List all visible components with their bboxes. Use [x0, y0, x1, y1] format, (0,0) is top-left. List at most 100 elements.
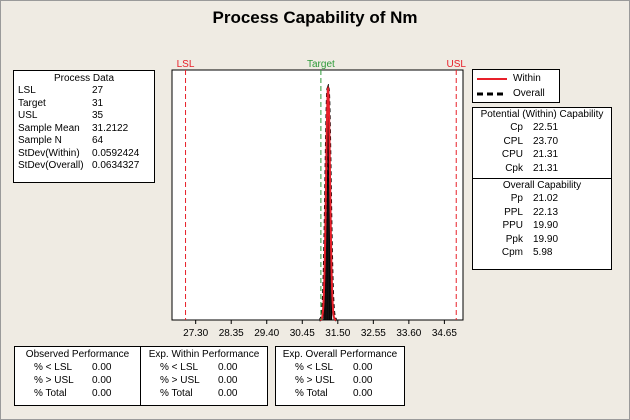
exp-within-performance-row-label: % < LSL — [160, 362, 199, 373]
histogram — [323, 84, 333, 320]
exp-overall-performance-box: Exp. Overall Performance % < LSL 0.00 % > … — [275, 346, 405, 406]
process-data-row-label: Sample Mean — [18, 122, 80, 134]
x-tick-label: 29.40 — [254, 328, 279, 339]
potential-capability-row-value: 23.70 — [533, 135, 559, 147]
histogram-bar — [325, 212, 327, 320]
x-tick-label: 30.45 — [290, 328, 315, 339]
overall-capability-row-value: 21.02 — [533, 193, 559, 204]
exp-within-performance-row: % Total 0.00 — [144, 387, 264, 400]
exp-overall-performance-row-label: % > USL — [295, 375, 335, 386]
overall-capability-row-label: PPL — [504, 206, 523, 218]
exp-overall-performance-row-label: % Total — [295, 388, 328, 399]
overall-capability-row-value: 19.90 — [533, 220, 559, 231]
process-data-row-value: 31 — [92, 97, 104, 109]
overall-capability-row-label: Cpm — [501, 247, 523, 258]
observed-performance-row: % Total 0.00 — [18, 387, 137, 400]
potential-capability-row: CPU 21.31 — [477, 148, 607, 162]
process-data-row: StDev(Within) 0.0592424 — [18, 148, 150, 161]
exp-overall-performance-row-value: 0.00 — [353, 375, 373, 386]
histogram-bar — [325, 234, 327, 320]
potential-capability-row-value: 21.31 — [533, 162, 559, 174]
process-data-row: Target 31 — [18, 98, 150, 111]
potential-capability-row-label: Cpk — [505, 162, 523, 174]
exp-within-performance-box: Exp. Within Performance % < LSL 0.00% > U… — [140, 346, 268, 406]
process-data-row-label: StDev(Within) — [18, 147, 80, 159]
process-data-row-label: USL — [18, 110, 38, 121]
overall-capability-row-value: 5.98 — [533, 247, 553, 258]
process-data-row: Sample N 64 — [18, 135, 150, 148]
x-tick-label: 33.60 — [396, 328, 421, 339]
process-data-row-value: 0.0592424 — [92, 147, 140, 159]
x-tick-label: 27.30 — [183, 328, 208, 339]
potential-capability-row-label: CPU — [501, 149, 523, 160]
exp-overall-performance-row-label: % < LSL — [295, 362, 334, 373]
observed-performance-row-value: 0.00 — [92, 375, 112, 386]
legend-item-overall: Overall — [477, 88, 545, 99]
overall-capability-row-value: 19.90 — [533, 233, 559, 245]
observed-performance-row-value: 0.00 — [92, 388, 112, 399]
process-data-row: LSL 27 — [18, 85, 150, 98]
observed-performance-box: Observed Performance % < LSL 0.00 % > USL 0… — [14, 346, 141, 406]
exp-within-performance-row-label: % > USL — [160, 375, 200, 386]
potential-capability-row: CPL 23.70 — [477, 135, 607, 149]
overall-capability-row-label: Pp — [510, 193, 523, 204]
legend-item-within: Within — [477, 73, 541, 84]
potential-capability-row: Cpk 21.31 — [477, 162, 607, 176]
process-data-row-label: Sample N — [18, 135, 62, 146]
potential-capability-title: Potential (Within) Capability — [480, 109, 604, 120]
process-data-row-value: 64 — [92, 135, 104, 146]
overall-capability-title: Overall Capability — [502, 180, 582, 191]
exp-overall-performance-row: % < LSL 0.00 — [279, 361, 401, 374]
exp-within-performance-title: Exp. Within Performance — [148, 349, 260, 360]
exp-overall-performance-row-value: 0.00 — [353, 388, 373, 399]
legend-within-label: Within — [513, 73, 541, 84]
histogram-bar — [329, 191, 331, 320]
spec-label-lsl: LSL — [177, 59, 195, 70]
histogram-bar — [326, 169, 328, 320]
histogram-bar — [327, 84, 329, 320]
process-data-row-value: 35 — [92, 110, 104, 121]
histogram-bar — [328, 148, 330, 320]
within-line-swatch — [477, 77, 507, 80]
potential-capability-row-label: CPL — [503, 135, 523, 147]
histogram-bar — [327, 105, 329, 320]
plot-area — [171, 69, 464, 321]
legend-overall-label: Overall — [513, 88, 545, 99]
spec-lines: LSL Target USL — [177, 59, 467, 320]
x-tick-label: 34.65 — [432, 328, 457, 339]
exp-within-performance-row-value: 0.00 — [218, 362, 238, 373]
observed-performance-row-label: % > USL — [34, 375, 74, 386]
potential-capability-row-value: 21.31 — [533, 149, 559, 160]
process-data-title: Process Data — [53, 73, 115, 84]
histogram-bar — [330, 234, 331, 320]
histogram-bar — [331, 298, 333, 320]
overall-capability-row-label: PPU — [502, 220, 523, 231]
overall-capability-row-label: Ppk — [505, 233, 523, 245]
process-data-row-label: LSL — [18, 85, 36, 96]
observed-performance-row-value: 0.00 — [92, 362, 112, 373]
process-data-row-value: 31.2122 — [92, 122, 129, 134]
exp-overall-performance-row-value: 0.00 — [353, 362, 373, 373]
x-axis: 27.30 28.35 29.40 30.45 31.50 32.55 33.60 34.65 — [183, 320, 457, 339]
process-data-row-value: 0.0634327 — [92, 160, 140, 171]
x-tick-label: 28.35 — [219, 328, 244, 339]
process-data-row: USL 35 — [18, 110, 150, 123]
observed-performance-row: % > USL 0.00 — [18, 374, 137, 387]
within-curve — [319, 85, 337, 321]
exp-within-performance-row: % > USL 0.00 — [144, 374, 264, 387]
observed-performance-row-label: % Total — [34, 388, 67, 399]
process-data-row-label: Target — [18, 97, 46, 109]
overall-capability-row: Ppk 19.90 — [477, 233, 607, 247]
process-data-box: Process Data LSL 27 Target 31 USL 35 Sample Me… — [13, 70, 155, 183]
exp-overall-performance-row: % Total 0.00 — [279, 387, 401, 400]
process-data-row: StDev(Overall) 0.0634327 — [18, 160, 150, 173]
process-data-row-label: StDev(Overall) — [18, 160, 84, 171]
overall-capability-row: PPL 22.13 — [477, 206, 607, 220]
process-data-row-value: 27 — [92, 85, 104, 96]
spec-label-usl: USL — [447, 59, 467, 70]
spec-label-target: Target — [307, 59, 335, 70]
legend: Within Overall — [472, 69, 560, 103]
exp-overall-performance-title: Exp. Overall Performance — [282, 349, 398, 360]
overall-capability-row: PPU 19.90 — [477, 219, 607, 233]
